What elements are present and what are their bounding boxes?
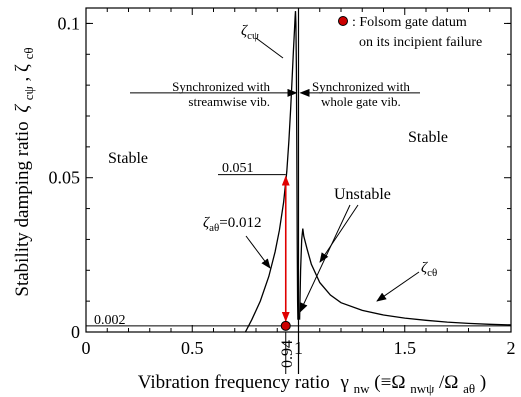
label-0-002: 0.002	[94, 313, 126, 328]
legend-datum-marker	[338, 16, 348, 26]
label-zeta-ctheta: ζcθ	[421, 260, 437, 279]
stable-left-label: Stable	[108, 150, 148, 167]
sync-right-line2: whole gate vib.	[321, 94, 401, 109]
x-axis-label: Vibration frequency ratio γ nw (≡Ω nwψ /…	[138, 372, 486, 397]
stable-right-label: Stable	[408, 129, 448, 146]
y-tick-label: 0	[71, 322, 80, 342]
x-tick-label-extra: 0.94	[279, 340, 296, 368]
legend-line1: : Folsom gate datum	[352, 15, 467, 30]
x-tick-label: 1.5	[394, 338, 417, 358]
unstable-label: Unstable	[334, 186, 391, 203]
x-tick-label: 0	[82, 338, 91, 358]
sync-left-line2: streamwise vib.	[188, 94, 270, 109]
legend-line2: on its incipient failure	[359, 35, 482, 50]
pointer-zeta-atheta	[245, 235, 271, 269]
y-tick-label: 0.05	[49, 168, 81, 188]
pointer-unstable-2	[319, 204, 359, 263]
series-line-zeta-ctheta	[298, 228, 512, 326]
y-axis-label: Stability damping ratio ζ cψ , ζ cθ	[12, 47, 38, 296]
pointer-unstable-1	[299, 204, 351, 313]
pointer-zeta-cpsi	[255, 37, 284, 59]
x-tick-label: 2	[507, 338, 516, 358]
sync-right-line1: Synchronized with	[312, 79, 410, 94]
series-line-zeta-cpsi	[244, 11, 299, 333]
datum-point	[280, 320, 291, 331]
sync-left-line1: Synchronized with	[172, 79, 270, 94]
label-0-051: 0.051	[222, 161, 254, 176]
pointer-zeta-ctheta	[376, 271, 420, 302]
label-zeta-atheta: ζaθ=0.012	[203, 215, 261, 234]
label-zeta-cpsi: ζcψ	[241, 23, 259, 42]
y-tick-label: 0.1	[58, 13, 81, 33]
x-tick-label: 0.5	[181, 338, 204, 358]
